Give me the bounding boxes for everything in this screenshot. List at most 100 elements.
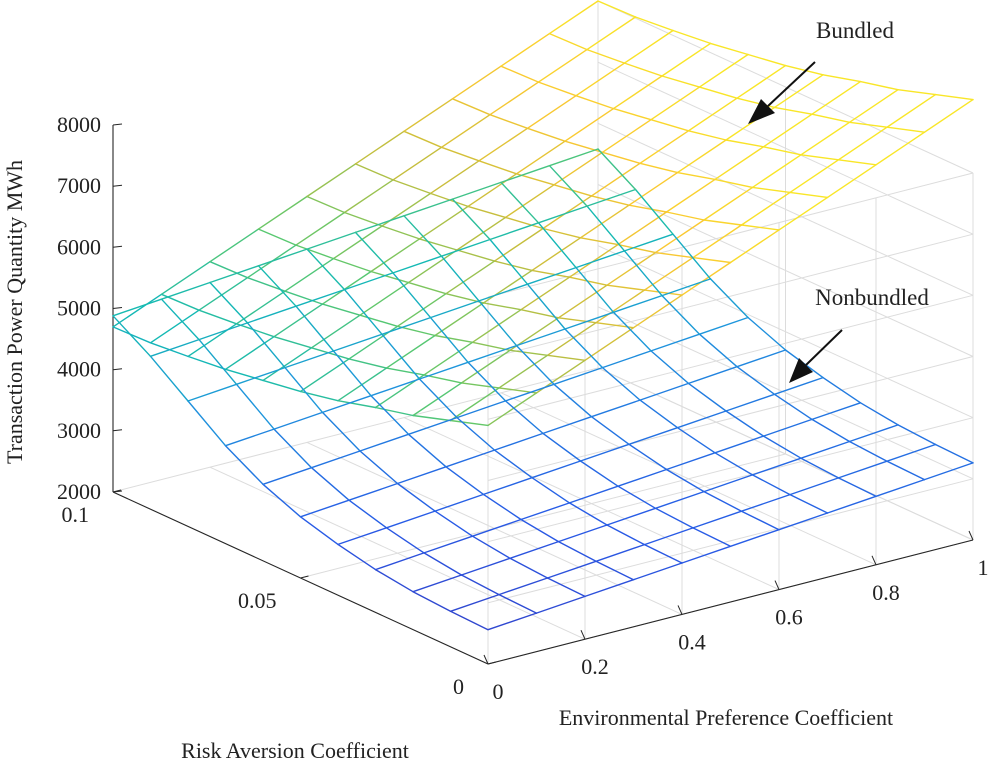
surface-1-edge-x-9-8 xyxy=(500,181,540,224)
surface-0-edge-x-1-1 xyxy=(460,382,500,389)
surface-1-edge-y-10-8 xyxy=(500,164,551,184)
surface-1-edge-y-9-0 xyxy=(149,338,200,357)
surface-1-edge-y-4-0 xyxy=(337,527,388,546)
y-tick-label-5: 1 xyxy=(978,555,989,580)
surface-1-edge-y-5-7 xyxy=(639,382,690,401)
surface-1-edge-y-5-3 xyxy=(445,449,496,468)
surface-1-edge-y-1-2 xyxy=(546,560,597,579)
surface-1-edge-y-3-7 xyxy=(714,435,765,454)
surface-1-edge-x-9-6 xyxy=(403,215,443,257)
surface-1-edge-y-4-2 xyxy=(434,493,485,512)
surface-1-edge-y-4-6 xyxy=(628,427,679,445)
surface-1-edge-x-4-9 xyxy=(736,366,776,395)
surface-0-edge-x-0-4 xyxy=(643,289,683,296)
surface-1-edge-y-6-3 xyxy=(407,416,458,435)
surface-1-edge-x-2-7 xyxy=(714,452,754,476)
surface-1-edge-y-7-9 xyxy=(661,278,712,297)
z-tick-label-6: 8000 xyxy=(57,112,101,137)
surface-0-edge-x-6-7 xyxy=(564,140,604,154)
surface-0-edge-x-5-7 xyxy=(601,151,641,165)
surface-1-edge-x-4-0 xyxy=(299,516,339,546)
surface-0-edge-x-9-6 xyxy=(403,130,443,149)
surface-0-edge-y-0-2 xyxy=(584,327,635,361)
surface-1-edge-y-7-5 xyxy=(467,344,518,363)
surface-1-edge-y-2-0 xyxy=(412,574,463,593)
surface-1-edge-y-0-1 xyxy=(535,595,586,614)
surface-1-edge-y-8-3 xyxy=(332,333,383,352)
y-tick-label-1: 0.2 xyxy=(581,654,609,679)
surface-1-edge-x-0-5 xyxy=(692,527,732,547)
surface-0-edge-y-9-3 xyxy=(295,211,346,246)
surface-0-edge-x-2-2 xyxy=(471,341,511,351)
surface-1-edge-y-10-6 xyxy=(403,198,454,217)
surface-0-edge-y-4-1 xyxy=(385,334,436,369)
surface-0-edge-x-1-2 xyxy=(509,349,549,356)
y-axis-title: Environmental Preference Coefficient xyxy=(559,705,893,730)
surface-1-edge-x-7-10 xyxy=(672,233,712,280)
surface-1-edge-y-9-3 xyxy=(295,288,346,307)
surface-0-edge-y-8-3 xyxy=(332,225,383,260)
surface-1-edge-x-1-8 xyxy=(800,457,840,479)
surface-0-edge-x-3-8 xyxy=(725,139,765,148)
surface-1-edge-y-4-4 xyxy=(531,460,582,479)
surface-1-edge-y-4-8 xyxy=(725,393,776,412)
surface-0-edge-y-7-0 xyxy=(224,336,275,370)
surface-1-edge-x-4-6 xyxy=(590,416,630,445)
y-tick-label-4: 0.8 xyxy=(872,580,900,605)
surface-1-edge-x-1-1 xyxy=(460,574,500,596)
surface-0-edge-y-6-1 xyxy=(310,314,361,349)
surface-1-edge-x-1-9 xyxy=(848,440,888,462)
nonbundled-arrow-shaft xyxy=(805,329,843,366)
surface-1-edge-x-9-4 xyxy=(306,248,346,291)
surface-1-edge-y-9-7 xyxy=(489,222,540,241)
surface-0-edge-y-6-9 xyxy=(698,53,749,88)
surface-0-edge-y-6-3 xyxy=(407,249,458,284)
surface-1-edge-y-2-3 xyxy=(557,524,608,543)
surface-1-edge-y-7-4 xyxy=(418,361,469,380)
surface-1-edge-x-6-3 xyxy=(370,395,410,435)
surface-1-edge-x-0-7 xyxy=(789,493,829,514)
surface-1-edge-x-6-10 xyxy=(709,278,749,319)
surface-1-edge-y-10-2 xyxy=(209,265,260,284)
surface-1-edge-y-2-4 xyxy=(606,507,657,526)
surface-1-edge-y-5-6 xyxy=(590,399,641,418)
surface-1-edge-y-9-4 xyxy=(343,272,394,291)
surface-1-edge-y-6-8 xyxy=(650,333,701,352)
surface-0-edge-x-1-10 xyxy=(897,88,937,96)
surface-1-edge-y-1-0 xyxy=(449,593,500,612)
surface-1-edge-y-10-0 xyxy=(112,298,163,317)
surface-0-edge-x-6-3 xyxy=(370,270,410,284)
surface-0-edge-y-3-8 xyxy=(762,113,813,148)
surface-1-edge-y-9-8 xyxy=(537,205,588,224)
surface-0-edge-x-8-4 xyxy=(343,211,383,227)
surface-0-edge-x-1-7 xyxy=(751,186,791,194)
surface-1-edge-x-1-0 xyxy=(412,591,452,612)
surface-0-edge-x-5-2 xyxy=(359,314,399,327)
surface-1-edge-x-8-6 xyxy=(440,255,480,302)
surface-0-edge-y-6-0 xyxy=(262,347,313,382)
surface-1-edge-y-7-6 xyxy=(515,328,566,347)
surface-0-edge-x-7-9 xyxy=(623,62,663,77)
surface-1-edge-x-8-5 xyxy=(392,272,432,319)
grid-line-back-z-5 xyxy=(487,233,974,359)
surface-0-edge-x-3-10 xyxy=(822,74,862,83)
surface-1-edge-x-8-8 xyxy=(537,222,577,269)
surface-0-edge-y-1-3 xyxy=(595,289,646,324)
surface-0-edge-y-6-4 xyxy=(456,216,507,251)
surface-0-edge-y-1-6 xyxy=(740,191,791,226)
surface-0-edge-x-3-5 xyxy=(579,237,619,246)
surface-0-edge-y-7-5 xyxy=(467,173,518,208)
surface-1-edge-y-2-9 xyxy=(848,424,899,443)
z-tick-label-2: 4000 xyxy=(57,357,101,382)
surface-1-edge-y-6-5 xyxy=(504,383,555,402)
surface-1-edge-x-7-1 xyxy=(235,383,275,430)
surface-0-edge-x-5-9 xyxy=(698,86,738,99)
grid-line-floor-x-1 xyxy=(300,453,786,579)
surface-1-edge-y-6-1 xyxy=(310,450,361,469)
surface-1-edge-x-3-9 xyxy=(773,393,813,421)
surface-0-edge-x-9-8 xyxy=(500,65,540,83)
surface-0-edge-y-9-5 xyxy=(392,146,443,181)
surface-bundled xyxy=(112,0,974,427)
surface-1-edge-x-7-2 xyxy=(284,366,324,414)
